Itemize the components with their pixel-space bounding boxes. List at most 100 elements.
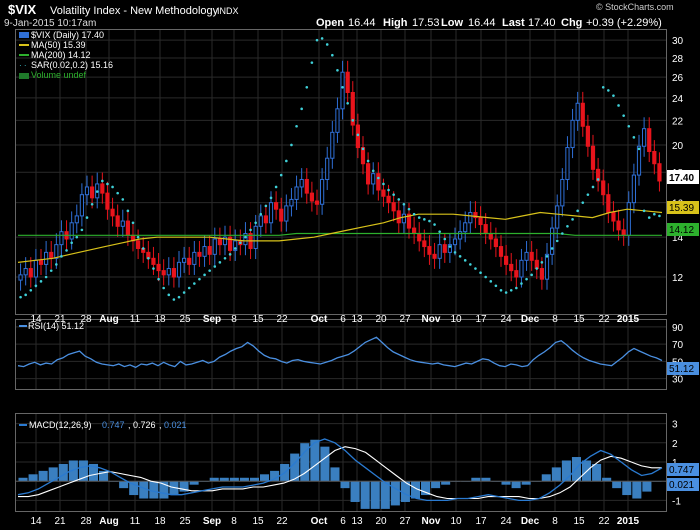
- chg-label: Chg: [561, 17, 582, 29]
- x-tick-label: 25: [179, 314, 191, 325]
- macd-hist-bar: [471, 477, 481, 482]
- sar-dot: [504, 291, 508, 294]
- sar-dot: [223, 257, 227, 260]
- sar-dot: [162, 286, 165, 290]
- candle-body: [217, 238, 222, 246]
- sar-dot: [49, 269, 53, 272]
- x-tick-label: Aug: [99, 314, 118, 325]
- macd-hist-bar: [149, 481, 159, 499]
- sar-dot: [392, 193, 395, 196]
- x-tick-label: 27: [399, 516, 411, 527]
- macd-hist-bar: [189, 481, 199, 485]
- sar-dot: [213, 265, 217, 268]
- candle-body: [560, 178, 565, 207]
- candle-body: [299, 178, 304, 188]
- signal-value: 0.726: [133, 420, 156, 430]
- high-label: High: [383, 17, 408, 29]
- macd-y-tick-label: 2: [672, 439, 678, 450]
- sar-dot: [540, 261, 544, 264]
- sar-dot: [474, 267, 477, 270]
- candle-body: [652, 150, 657, 165]
- sar-dot: [167, 293, 171, 297]
- high-value: 17.53: [412, 17, 440, 29]
- x-tick-label: Nov: [422, 516, 441, 527]
- price-y-tick-label: 24: [672, 94, 684, 105]
- x-tick-label: Sep: [203, 516, 221, 527]
- sar-dot: [637, 147, 641, 151]
- sar-dot: [453, 251, 457, 254]
- candle-body: [233, 240, 238, 251]
- candle-body: [478, 217, 483, 226]
- sar-dot: [249, 228, 252, 232]
- macd-hist-bar: [38, 470, 48, 482]
- candle-body: [493, 238, 498, 248]
- macd-hist-bar: [260, 474, 270, 482]
- sar-dot: [147, 257, 150, 260]
- x-tick-label: 18: [154, 314, 166, 325]
- sar-dot: [264, 204, 268, 208]
- candle-body: [427, 246, 432, 255]
- low-label: Low: [441, 17, 463, 29]
- macd-hist-bar: [592, 463, 602, 482]
- price-y-tick-label: 30: [672, 36, 684, 47]
- sar-dot: [417, 216, 421, 219]
- legend-price-swatch: [19, 32, 29, 38]
- sar-dot: [458, 255, 462, 258]
- legend-volume: Volume undef: [31, 70, 87, 80]
- macd-hist-bar: [330, 467, 340, 482]
- sar-dot: [566, 225, 569, 228]
- x-tick-label: 10: [450, 516, 462, 527]
- macd-badge: [667, 463, 699, 476]
- x-tick-label: 2015: [617, 314, 640, 325]
- sar-dot: [290, 143, 293, 147]
- rsi-line: [17, 336, 663, 369]
- sar-dot: [433, 223, 436, 226]
- candle-body: [289, 198, 294, 207]
- candle-body: [156, 263, 161, 272]
- x-tick-label: Dec: [521, 516, 540, 527]
- rsi-marks: [17, 336, 663, 369]
- candle-body: [412, 227, 417, 234]
- macd-sep-2: ,: [159, 420, 162, 430]
- candle-body: [524, 251, 529, 261]
- sar-dot: [141, 247, 145, 250]
- candle-body: [657, 163, 662, 182]
- instrument-name: Volatility Index - New Methodology: [50, 5, 219, 17]
- x-tick-label: 17: [475, 314, 487, 325]
- macd-hist-bar: [48, 467, 58, 482]
- candle-body: [202, 246, 207, 257]
- macd-hist-bar: [18, 477, 28, 482]
- x-tick-label: Nov: [422, 314, 441, 325]
- candle-body: [74, 215, 79, 224]
- candle-body: [320, 178, 325, 205]
- candle-body: [258, 215, 263, 227]
- price-y-tick-label: 12: [672, 273, 684, 284]
- macd-hist-bar: [159, 481, 169, 499]
- macd-hist-bar: [239, 477, 249, 482]
- symbol: $VIX: [8, 2, 37, 17]
- macd-hist-bar: [551, 467, 561, 482]
- price-y-tick-label: 22: [672, 116, 684, 127]
- sar-dot: [208, 269, 211, 272]
- sar-dot: [525, 277, 528, 281]
- candle-body: [539, 268, 544, 280]
- macd-hist-bar: [340, 481, 350, 489]
- macd-hist-bar: [119, 481, 129, 489]
- sar-dot: [203, 273, 206, 277]
- macd-hist-bar: [511, 481, 521, 489]
- x-tick-label: 13: [351, 516, 363, 527]
- candle-body: [401, 213, 406, 224]
- macd-hist-bar: [78, 460, 88, 482]
- hist-badge-text: 0.021: [669, 480, 694, 491]
- candle-body: [28, 268, 33, 278]
- candle-body: [463, 222, 468, 233]
- candle-body: [228, 236, 233, 251]
- sar-dot: [642, 209, 646, 213]
- macd-hist-bar: [632, 481, 642, 499]
- x-tick-label: 22: [598, 314, 610, 325]
- sar-dot: [351, 119, 355, 122]
- candle-body: [601, 180, 606, 196]
- sar-dot: [550, 247, 554, 250]
- low-value: 16.44: [468, 17, 496, 29]
